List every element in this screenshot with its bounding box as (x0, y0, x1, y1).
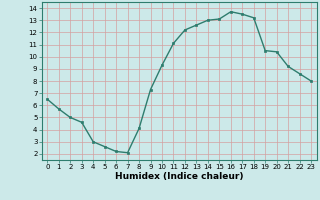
X-axis label: Humidex (Indice chaleur): Humidex (Indice chaleur) (115, 172, 244, 181)
